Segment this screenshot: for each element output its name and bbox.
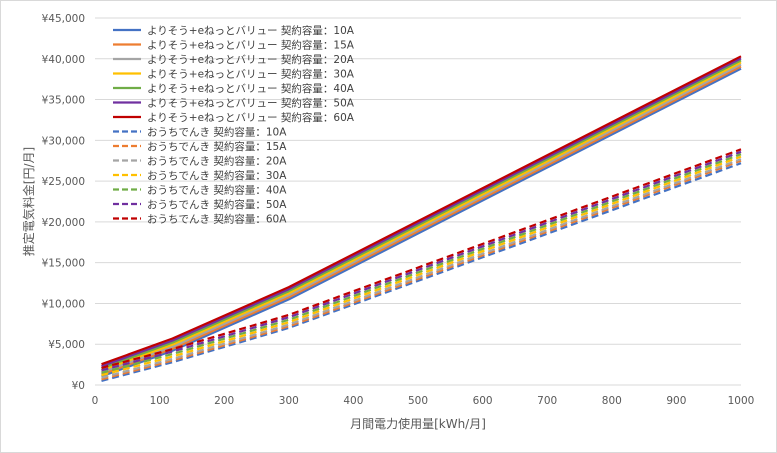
y-tick-label: ¥0 xyxy=(72,380,85,392)
x-tick-label: 600 xyxy=(473,395,493,407)
series-line-dashed xyxy=(101,153,742,374)
x-axis-tick-labels: 0 100 200 300 400 500 600 700 800 900 1000 xyxy=(92,395,755,407)
legend-label: よりそう+eねっとバリュー 契約容量：30A xyxy=(147,68,355,81)
legend-label: おうちでんき 契約容量：20A xyxy=(147,155,287,168)
x-tick-label: 0 xyxy=(92,395,99,407)
legend-label: おうちでんき 契約容量：10A xyxy=(147,126,287,139)
y-tick-label: ¥30,000 xyxy=(42,135,85,147)
y-tick-label: ¥5,000 xyxy=(48,339,85,351)
legend-label: よりそう+eねっとバリュー 契約容量：10A xyxy=(147,24,355,37)
legend-label: よりそう+eねっとバリュー 契約容量：50A xyxy=(147,97,355,110)
x-tick-label: 800 xyxy=(602,395,622,407)
legend-label: おうちでんき 契約容量：15A xyxy=(147,140,287,153)
series-line-dashed xyxy=(101,159,742,381)
y-tick-label: ¥35,000 xyxy=(42,95,85,107)
x-tick-label: 700 xyxy=(537,395,557,407)
y-tick-label: ¥15,000 xyxy=(42,258,85,270)
legend-label: よりそう+eねっとバリュー 契約容量：15A xyxy=(147,39,355,52)
series-line-dashed xyxy=(101,158,742,379)
series-lines xyxy=(101,55,742,382)
series-line-dashed xyxy=(101,155,742,377)
y-axis-tick-labels: ¥0 ¥5,000 ¥10,000 ¥15,000 ¥20,000 ¥25,000 ¥30,… xyxy=(42,13,85,392)
series-line xyxy=(101,59,742,370)
series-line-dashed xyxy=(101,162,742,382)
series-line xyxy=(101,57,742,368)
legend-label: おうちでんき 契約容量：30A xyxy=(147,169,287,182)
y-tick-label: ¥25,000 xyxy=(42,176,85,188)
y-tick-label: ¥20,000 xyxy=(42,217,85,229)
legend-label: よりそう+eねっとバリュー 契約容量：60A xyxy=(147,111,355,124)
y-tick-label: ¥45,000 xyxy=(42,13,85,25)
x-tick-label: 300 xyxy=(279,395,299,407)
y-tick-label: ¥10,000 xyxy=(42,298,85,310)
x-tick-label: 100 xyxy=(150,395,170,407)
y-axis-title: 推定電気料金[円/月] xyxy=(21,147,36,256)
legend: よりそう+eねっとバリュー 契約容量：10A よりそう+eねっとバリュー 契約容量… xyxy=(113,24,355,226)
legend-label: おうちでんき 契約容量：40A xyxy=(147,184,287,197)
legend-label: よりそう+eねっとバリュー 契約容量：20A xyxy=(147,53,355,66)
series-line-dashed xyxy=(101,148,742,369)
x-tick-label: 400 xyxy=(343,395,363,407)
legend-label: おうちでんき 契約容量：60A xyxy=(147,213,287,226)
x-tick-label: 1000 xyxy=(728,395,755,407)
x-tick-label: 500 xyxy=(408,395,428,407)
series-line-dashed xyxy=(101,150,742,372)
x-axis-title: 月間電力使用量[kWh/月] xyxy=(350,416,486,431)
legend-label: おうちでんき 契約容量：50A xyxy=(147,198,287,211)
x-tick-label: 900 xyxy=(666,395,686,407)
x-tick-label: 200 xyxy=(214,395,234,407)
series-line xyxy=(101,55,742,366)
y-tick-label: ¥40,000 xyxy=(42,54,85,66)
legend-label: よりそう+eねっとバリュー 契約容量：40A xyxy=(147,82,355,95)
